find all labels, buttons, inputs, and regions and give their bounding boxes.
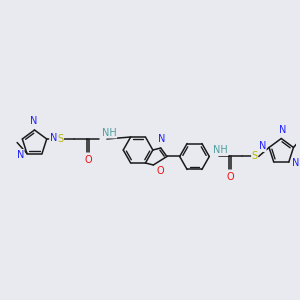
Text: S: S [57, 134, 64, 144]
Text: N: N [259, 142, 266, 152]
Text: NH: NH [213, 146, 228, 155]
Text: N: N [16, 149, 24, 160]
Text: N: N [279, 125, 286, 135]
Text: S: S [252, 152, 258, 161]
Text: N: N [292, 158, 299, 168]
Text: O: O [84, 155, 92, 165]
Text: O: O [156, 166, 164, 176]
Text: N: N [50, 133, 57, 143]
Text: NH: NH [102, 128, 117, 138]
Text: O: O [226, 172, 234, 182]
Text: N: N [30, 116, 37, 127]
Text: N: N [158, 134, 165, 145]
